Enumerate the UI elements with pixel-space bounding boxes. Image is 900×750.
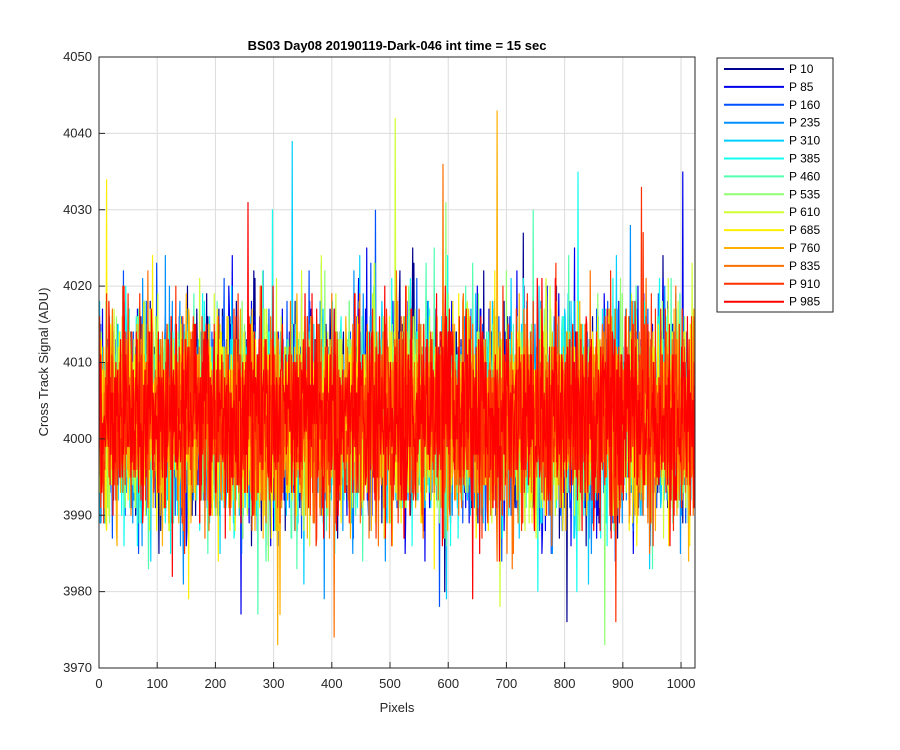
x-tick-label: 700	[496, 676, 518, 691]
legend-label: P 910	[789, 277, 820, 291]
legend-entry: P 10	[724, 62, 814, 76]
legend-label: P 835	[789, 259, 820, 273]
y-tick-label: 4000	[63, 431, 92, 446]
x-tick-label: 500	[379, 676, 401, 691]
legend-entry: P 310	[724, 134, 820, 148]
legend-entry: P 235	[724, 116, 820, 130]
legend-entry: P 610	[724, 205, 820, 219]
legend-label: P 685	[789, 223, 820, 237]
legend-label: P 310	[789, 134, 820, 148]
series-layer	[99, 110, 695, 646]
x-tick-label: 1000	[667, 676, 696, 691]
x-tick-label: 0	[95, 676, 102, 691]
x-tick-label: 900	[612, 676, 634, 691]
series-extreme-spike	[614, 186, 643, 623]
legend-label: P 10	[789, 62, 814, 76]
legend: P 10 P 85 P 160 P 235 P 310 P 385 P 460 P 535 P …	[716, 57, 834, 313]
y-tick-label: 4040	[63, 125, 92, 140]
x-tick-label: 800	[554, 676, 576, 691]
legend-label: P 235	[789, 116, 820, 130]
legend-entry: P 760	[724, 241, 820, 255]
y-tick-label: 3970	[63, 660, 92, 675]
y-tick-label: 4010	[63, 355, 92, 370]
legend-entry: P 835	[724, 259, 820, 273]
legend-entry: P 385	[724, 152, 820, 166]
x-tick-label: 200	[205, 676, 227, 691]
series-extreme-spike	[332, 163, 445, 638]
legend-label: P 460	[789, 169, 820, 183]
legend-label: P 535	[789, 187, 820, 201]
y-tick-label: 4050	[63, 49, 92, 64]
legend-entry: P 685	[724, 223, 820, 237]
legend-label: P 985	[789, 295, 820, 309]
legend-label: P 610	[789, 205, 820, 219]
legend-entry: P 985	[724, 295, 820, 309]
y-tick-label: 3980	[63, 584, 92, 599]
legend-entry: P 85	[724, 80, 814, 94]
x-tick-label: 300	[263, 676, 285, 691]
legend-box	[716, 57, 834, 313]
chart-title: BS03 Day08 20190119-Dark-046 int time = …	[248, 38, 547, 53]
legend-entry: P 460	[724, 169, 820, 183]
legend-entry: P 160	[724, 98, 820, 112]
ticks: 0 100 200 300 400 500 600 700 800 900 1000 3970 3980…	[63, 49, 695, 691]
y-tick-label: 4020	[63, 278, 92, 293]
y-tick-label: 4030	[63, 202, 92, 217]
legend-label: P 760	[789, 241, 820, 255]
legend-entry: P 910	[724, 277, 820, 291]
x-tick-label: 600	[437, 676, 459, 691]
legend-label: P 85	[789, 80, 814, 94]
x-axis-label: Pixels	[380, 700, 415, 715]
y-axis-label: Cross Track Signal (ADU)	[36, 288, 51, 437]
series-line	[99, 277, 695, 577]
x-tick-label: 100	[146, 676, 168, 691]
y-tick-label: 3990	[63, 507, 92, 522]
legend-label: P 160	[789, 98, 820, 112]
legend-label: P 385	[789, 152, 820, 166]
x-tick-label: 400	[321, 676, 343, 691]
legend-entry: P 535	[724, 187, 820, 201]
